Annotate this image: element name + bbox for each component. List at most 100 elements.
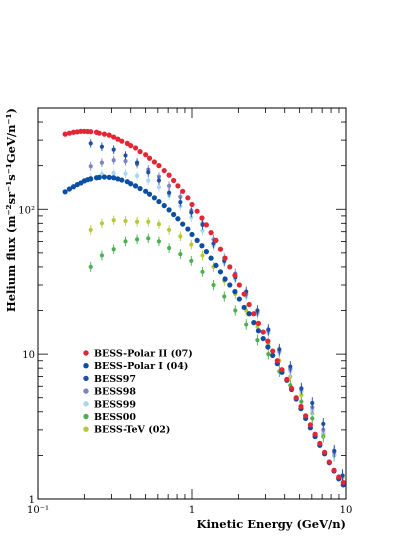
data-point [88, 129, 94, 135]
data-point [251, 311, 257, 317]
legend-label: BESS98 [94, 387, 136, 398]
data-point [134, 237, 140, 242]
data-point [123, 171, 128, 176]
data-point [111, 147, 116, 152]
legend-marker [83, 375, 89, 382]
data-point [208, 230, 214, 236]
data-marks [62, 128, 346, 488]
data-point [185, 195, 191, 201]
data-point [146, 155, 153, 161]
data-point [307, 422, 313, 428]
data-point [132, 183, 139, 189]
legend-label: BESS-TeV (02) [94, 425, 170, 436]
data-point [88, 176, 94, 182]
data-point [189, 242, 194, 247]
data-point [99, 160, 105, 165]
data-point [111, 175, 117, 181]
data-point [99, 144, 105, 149]
series-bess97 [88, 139, 345, 482]
data-point [321, 427, 326, 432]
data-point [194, 208, 200, 214]
x-tick-label: 1 [189, 505, 195, 516]
legend-marker [83, 426, 89, 432]
data-point [222, 276, 228, 282]
data-point [99, 253, 105, 258]
data-point [128, 143, 134, 149]
data-point [137, 185, 143, 192]
data-point [70, 184, 77, 190]
data-point [134, 219, 140, 224]
data-point [156, 221, 162, 227]
data-point [146, 170, 151, 175]
data-point [266, 327, 271, 332]
data-point [236, 282, 242, 288]
data-point [70, 129, 77, 135]
data-point [99, 221, 105, 226]
data-point [266, 352, 271, 357]
data-point [265, 344, 271, 350]
legend-marker [83, 388, 89, 394]
data-point [115, 136, 121, 142]
data-point [222, 255, 228, 261]
data-point [175, 183, 181, 189]
data-point [175, 216, 181, 222]
data-point [270, 348, 276, 354]
legend-marker [83, 350, 89, 356]
data-point [203, 222, 209, 228]
y-axis-title: Helium flux (m⁻²sr⁻¹s⁻¹GeV/n⁻¹) [4, 108, 18, 312]
data-point [189, 258, 194, 264]
data-point [236, 296, 242, 302]
data-point [227, 282, 233, 288]
data-point [146, 236, 151, 241]
data-point [279, 367, 285, 373]
axis-ticks [37, 107, 346, 500]
data-point [241, 291, 247, 297]
plot-frame [37, 107, 347, 500]
data-point [241, 304, 247, 311]
data-point [299, 386, 304, 391]
data-point [156, 178, 162, 183]
data-point [178, 234, 183, 239]
data-point [270, 352, 276, 359]
data-point [303, 413, 309, 419]
data-point [123, 153, 128, 158]
data-point [62, 189, 68, 195]
data-point [227, 264, 233, 270]
data-point [166, 190, 172, 195]
data-point [96, 130, 102, 136]
data-point [185, 226, 191, 232]
data-point [244, 322, 249, 327]
data-point [151, 159, 158, 165]
legend-label: BESS97 [94, 374, 136, 385]
data-point [156, 163, 162, 169]
data-point [88, 264, 93, 270]
series-bess-polar-i-04 [62, 174, 346, 488]
data-point [161, 167, 167, 174]
data-point [200, 228, 205, 233]
y-tick-label: 10² [18, 205, 35, 216]
data-point [166, 172, 172, 178]
data-point [128, 181, 134, 187]
data-point [211, 282, 216, 288]
data-point [166, 245, 172, 251]
data-point [331, 467, 337, 473]
legend-label: BESS99 [94, 399, 136, 410]
data-point [312, 431, 318, 437]
data-point [156, 185, 162, 190]
data-point [284, 376, 290, 382]
data-point [171, 211, 177, 218]
data-point [298, 403, 304, 410]
data-point [143, 152, 149, 158]
data-point [96, 174, 102, 180]
data-point [111, 247, 116, 252]
data-point [199, 243, 205, 249]
legend-label: BESS00 [94, 412, 136, 423]
data-point [288, 364, 293, 369]
data-point [134, 160, 140, 165]
data-point [213, 262, 219, 268]
legend-label: BESS-Polar II (07) [94, 349, 193, 360]
data-point [180, 188, 186, 194]
data-point [255, 308, 260, 313]
